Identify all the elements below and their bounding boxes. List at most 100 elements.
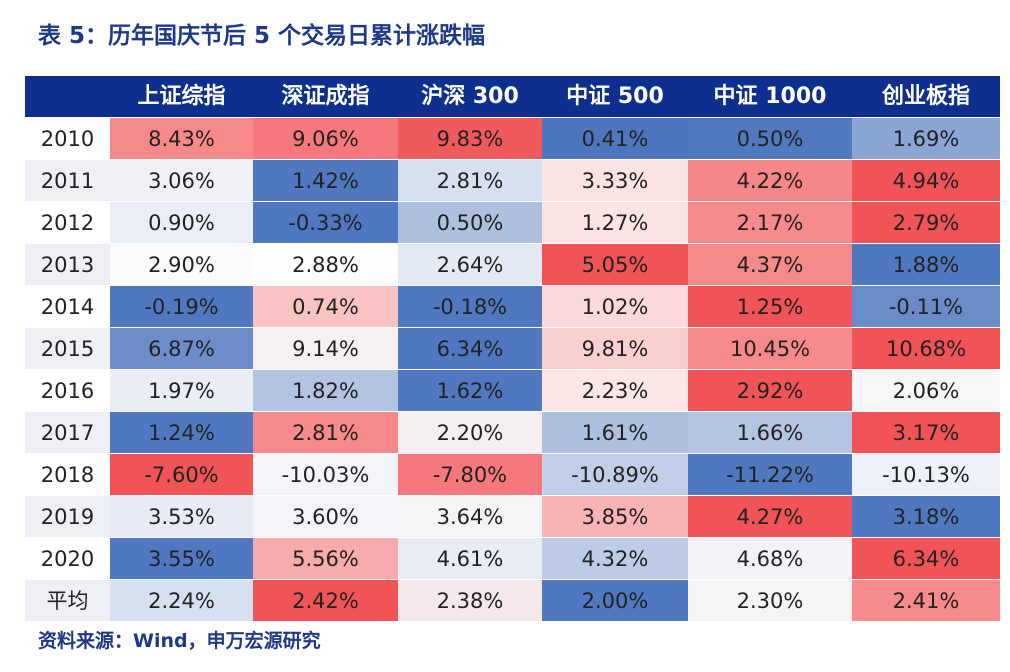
- value-cell: 2.64%: [398, 244, 542, 286]
- value-cell: 9.14%: [253, 328, 398, 370]
- value-cell: 1.24%: [110, 412, 253, 454]
- table-row: 2010 8.43% 9.06% 9.83% 0.41% 0.50% 1.69%: [25, 118, 1000, 160]
- value-cell: 8.43%: [110, 118, 253, 160]
- value-cell: 2.90%: [110, 244, 253, 286]
- value-cell: -7.80%: [398, 454, 542, 496]
- value-cell: 0.90%: [110, 202, 253, 244]
- value-cell: 2.42%: [253, 580, 398, 622]
- value-cell: 2.30%: [688, 580, 852, 622]
- value-cell: 4.94%: [852, 160, 1000, 202]
- value-cell: -0.11%: [852, 286, 1000, 328]
- row-label: 2020: [25, 538, 110, 580]
- value-cell: 2.00%: [542, 580, 688, 622]
- value-cell: 2.41%: [852, 580, 1000, 622]
- header-cell: 中证 1000: [688, 76, 852, 118]
- value-cell: 10.45%: [688, 328, 852, 370]
- value-cell: 3.18%: [852, 496, 1000, 538]
- value-cell: 2.24%: [110, 580, 253, 622]
- value-cell: 6.87%: [110, 328, 253, 370]
- header-cell: [25, 76, 110, 118]
- table-row: 2016 1.97% 1.82% 1.62% 2.23% 2.92% 2.06%: [25, 370, 1000, 412]
- value-cell: -10.13%: [852, 454, 1000, 496]
- value-cell: 1.66%: [688, 412, 852, 454]
- row-label: 2018: [25, 454, 110, 496]
- value-cell: 4.27%: [688, 496, 852, 538]
- value-cell: 4.68%: [688, 538, 852, 580]
- row-label: 平均: [25, 580, 110, 622]
- value-cell: 2.81%: [253, 412, 398, 454]
- value-cell: 0.50%: [688, 118, 852, 160]
- value-cell: 9.81%: [542, 328, 688, 370]
- table-row: 2012 0.90% -0.33% 0.50% 1.27% 2.17% 2.79%: [25, 202, 1000, 244]
- value-cell: -11.22%: [688, 454, 852, 496]
- value-cell: -7.60%: [110, 454, 253, 496]
- value-cell: 2.81%: [398, 160, 542, 202]
- row-label: 2015: [25, 328, 110, 370]
- source-note: 资料来源：Wind，申万宏源研究: [38, 630, 321, 652]
- value-cell: 2.06%: [852, 370, 1000, 412]
- row-label: 2014: [25, 286, 110, 328]
- value-cell: 4.37%: [688, 244, 852, 286]
- value-cell: -0.33%: [253, 202, 398, 244]
- value-cell: -0.18%: [398, 286, 542, 328]
- value-cell: 6.34%: [398, 328, 542, 370]
- header-cell: 创业板指: [852, 76, 1000, 118]
- header-cell: 深证成指: [253, 76, 398, 118]
- value-cell: 1.25%: [688, 286, 852, 328]
- value-cell: 1.42%: [253, 160, 398, 202]
- value-cell: 10.68%: [852, 328, 1000, 370]
- row-label: 2019: [25, 496, 110, 538]
- table-row: 2015 6.87% 9.14% 6.34% 9.81% 10.45% 10.68%: [25, 328, 1000, 370]
- header-cell: 中证 500: [542, 76, 688, 118]
- value-cell: -0.19%: [110, 286, 253, 328]
- row-label: 2010: [25, 118, 110, 160]
- row-label: 2011: [25, 160, 110, 202]
- row-label: 2013: [25, 244, 110, 286]
- title: 表 5：历年国庆节后 5 个交易日累计涨跌幅: [38, 23, 486, 49]
- value-cell: 1.88%: [852, 244, 1000, 286]
- value-cell: 2.17%: [688, 202, 852, 244]
- value-cell: 0.41%: [542, 118, 688, 160]
- value-cell: 2.88%: [253, 244, 398, 286]
- value-cell: 0.74%: [253, 286, 398, 328]
- value-cell: 2.79%: [852, 202, 1000, 244]
- value-cell: -10.89%: [542, 454, 688, 496]
- value-cell: 3.17%: [852, 412, 1000, 454]
- value-cell: 3.64%: [398, 496, 542, 538]
- value-cell: 5.56%: [253, 538, 398, 580]
- value-cell: 1.02%: [542, 286, 688, 328]
- value-cell: 1.82%: [253, 370, 398, 412]
- value-cell: 5.05%: [542, 244, 688, 286]
- table-row: 2013 2.90% 2.88% 2.64% 5.05% 4.37% 1.88%: [25, 244, 1000, 286]
- value-cell: 3.06%: [110, 160, 253, 202]
- value-cell: 3.55%: [110, 538, 253, 580]
- value-cell: 2.38%: [398, 580, 542, 622]
- value-cell: -10.03%: [253, 454, 398, 496]
- value-cell: 1.62%: [398, 370, 542, 412]
- value-cell: 3.33%: [542, 160, 688, 202]
- value-cell: 9.06%: [253, 118, 398, 160]
- header-cell: 沪深 300: [398, 76, 542, 118]
- value-cell: 1.69%: [852, 118, 1000, 160]
- value-cell: 4.32%: [542, 538, 688, 580]
- value-cell: 9.83%: [398, 118, 542, 160]
- value-cell: 4.22%: [688, 160, 852, 202]
- table-row: 2020 3.55% 5.56% 4.61% 4.32% 4.68% 6.34%: [25, 538, 1000, 580]
- table-row: 2011 3.06% 1.42% 2.81% 3.33% 4.22% 4.94%: [25, 160, 1000, 202]
- header-cell: 上证综指: [110, 76, 253, 118]
- value-cell: 2.20%: [398, 412, 542, 454]
- value-cell: 3.85%: [542, 496, 688, 538]
- value-cell: 2.23%: [542, 370, 688, 412]
- table-row: 2019 3.53% 3.60% 3.64% 3.85% 4.27% 3.18%: [25, 496, 1000, 538]
- value-cell: 0.50%: [398, 202, 542, 244]
- table-row: 2014 -0.19% 0.74% -0.18% 1.02% 1.25% -0.11%: [25, 286, 1000, 328]
- value-cell: 1.61%: [542, 412, 688, 454]
- row-label: 2016: [25, 370, 110, 412]
- row-label: 2017: [25, 412, 110, 454]
- value-cell: 4.61%: [398, 538, 542, 580]
- value-cell: 2.92%: [688, 370, 852, 412]
- header-row: 上证综指 深证成指 沪深 300 中证 500 中证 1000 创业板指: [25, 76, 1000, 118]
- value-cell: 6.34%: [852, 538, 1000, 580]
- table-row: 2018 -7.60% -10.03% -7.80% -10.89% -11.22% -10…: [25, 454, 1000, 496]
